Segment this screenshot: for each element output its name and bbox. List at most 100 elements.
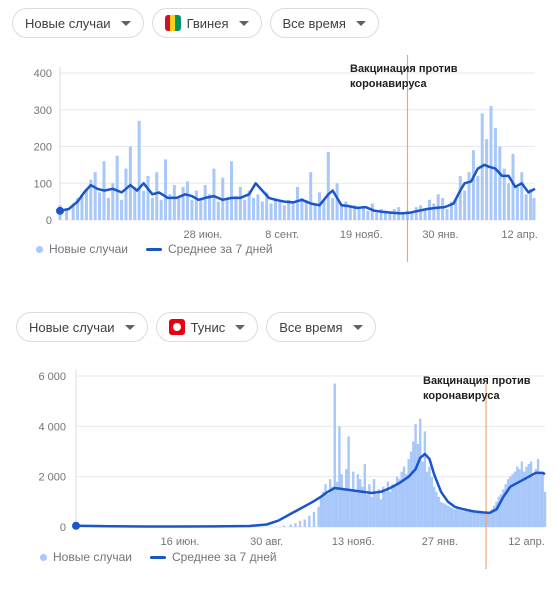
x-tick-label: 30 авг. — [250, 536, 283, 548]
bar — [234, 196, 238, 220]
bar — [511, 474, 514, 527]
bar — [529, 461, 533, 527]
x-tick-label: 16 июн. — [161, 536, 200, 548]
bar — [382, 486, 385, 527]
bar — [439, 501, 443, 527]
bar — [265, 192, 269, 220]
bar — [345, 469, 348, 527]
bar — [335, 481, 339, 527]
bar — [513, 471, 517, 527]
annotation-line-1: Вакцинация против — [350, 63, 458, 75]
bar — [338, 426, 341, 527]
bar — [344, 201, 348, 220]
bar — [203, 185, 207, 220]
bar — [308, 515, 311, 527]
metric-dropdown[interactable]: Новые случаи — [12, 8, 144, 38]
bar — [247, 190, 251, 220]
bar — [357, 208, 361, 220]
bar — [425, 471, 429, 527]
bar — [353, 205, 357, 220]
bar — [186, 181, 190, 220]
bar — [340, 474, 343, 527]
guinea-flag-icon — [164, 15, 181, 31]
metric-dropdown[interactable]: Новые случаи — [16, 312, 148, 342]
bar — [208, 194, 212, 220]
bar — [407, 459, 410, 527]
bar — [476, 512, 480, 527]
legend-item-cases[interactable]: Новые случаи — [36, 242, 128, 256]
chevron-down-icon — [120, 20, 131, 26]
country-dropdown[interactable]: Тунис — [155, 312, 259, 342]
bar — [230, 161, 234, 220]
chevron-down-icon — [352, 324, 363, 330]
bar — [252, 197, 256, 220]
annotation-line-2: коронавируса — [423, 390, 500, 402]
average-line — [59, 163, 536, 215]
bar — [274, 197, 278, 220]
bar — [405, 474, 408, 527]
bar — [421, 461, 424, 527]
bar — [402, 466, 406, 527]
chevron-down-icon — [355, 20, 366, 26]
bar — [456, 508, 459, 527]
bar — [539, 474, 542, 527]
bar — [319, 496, 323, 527]
guinea-legend: Новые случаи Среднее за 7 дней — [36, 242, 273, 256]
y-tick-label: 200 — [34, 142, 52, 154]
bar — [483, 512, 487, 527]
bar — [352, 471, 355, 527]
metric-label: Новые случаи — [29, 319, 115, 335]
y-tick-label: 0 — [60, 522, 66, 534]
bar — [449, 201, 453, 220]
bar — [460, 510, 464, 527]
bar — [462, 511, 466, 527]
bar — [490, 509, 494, 527]
bar — [442, 503, 445, 527]
bar — [465, 510, 468, 527]
bar — [328, 479, 332, 527]
bar — [463, 190, 467, 220]
bar — [467, 511, 470, 527]
bar — [516, 466, 519, 527]
bar — [287, 199, 291, 220]
legend-average-label: Среднее за 7 дней — [167, 242, 273, 256]
bar — [243, 199, 247, 220]
bar — [142, 190, 146, 220]
legend-item-average[interactable]: Среднее за 7 дней — [149, 550, 277, 564]
bar — [401, 212, 405, 220]
bar — [199, 197, 203, 220]
annotation-line-1: Вакцинация против — [423, 375, 531, 387]
tunisia-filter-bar: Новые случаи Тунис Все время — [16, 312, 376, 342]
legend-line-icon — [149, 555, 166, 559]
bar — [504, 484, 507, 527]
bar — [543, 491, 547, 527]
legend-dot-icon — [40, 553, 47, 561]
bar — [416, 443, 420, 527]
bar — [347, 436, 350, 527]
bar — [523, 471, 526, 527]
bar — [492, 505, 496, 527]
bar — [375, 212, 379, 220]
legend-item-average[interactable]: Среднее за 7 дней — [145, 242, 273, 256]
country-dropdown[interactable]: Гвинея — [151, 8, 262, 38]
period-dropdown[interactable]: Все время — [269, 8, 379, 38]
bar — [313, 205, 317, 220]
bar — [392, 208, 396, 220]
period-dropdown[interactable]: Все время — [266, 312, 376, 342]
bar — [493, 128, 497, 220]
bar — [377, 489, 380, 527]
bar — [155, 172, 159, 220]
y-tick-label: 2 000 — [38, 472, 66, 484]
bar — [502, 168, 506, 220]
bar — [520, 172, 524, 220]
bar — [379, 499, 383, 527]
legend-item-cases[interactable]: Новые случаи — [40, 550, 132, 564]
bar — [120, 199, 124, 220]
bar — [485, 139, 489, 220]
chevron-down-icon — [238, 20, 249, 26]
bar — [124, 168, 128, 220]
bar — [389, 491, 392, 527]
bar — [383, 210, 387, 220]
line-start-dot — [72, 521, 80, 530]
bar — [536, 459, 540, 527]
